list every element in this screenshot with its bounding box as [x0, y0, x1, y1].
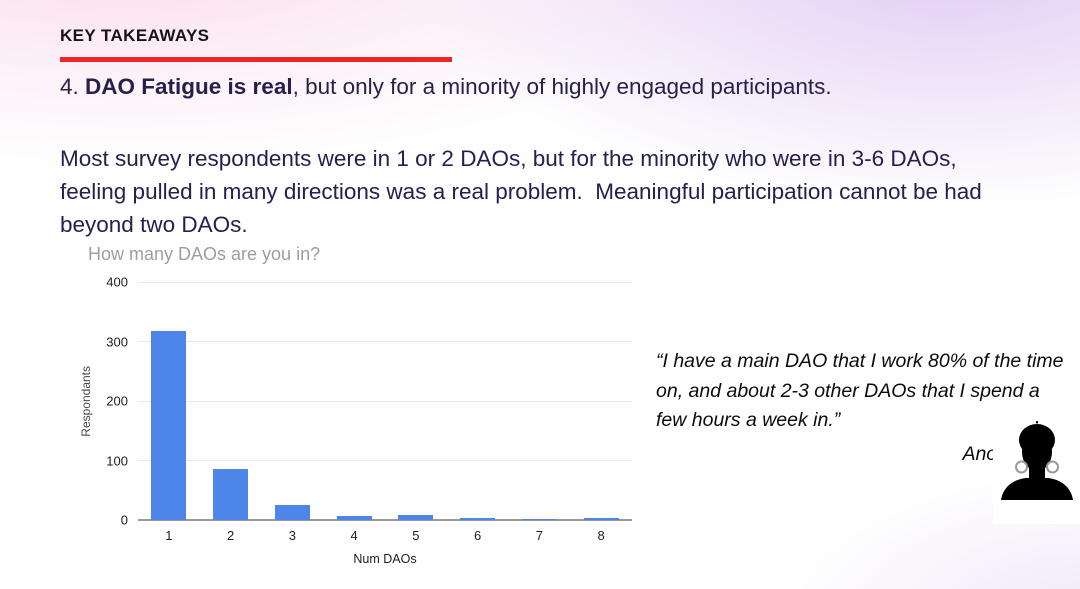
chart-title: How many DAOs are you in?	[88, 244, 321, 264]
chart-plot: 0 100 200 300 400 1 2 3 4 5 6 7 8	[106, 275, 632, 543]
kicker-title: KEY TAKEAWAYS	[60, 26, 210, 45]
quote-block: “I have a main DAO that I work 80% of th…	[656, 347, 1070, 469]
body-paragraph: Most survey respondents were in 1 or 2 D…	[60, 146, 989, 237]
quote-text: “I have a main DAO that I work 80% of th…	[656, 350, 1064, 431]
red-underline	[60, 57, 452, 62]
chart-bar	[521, 519, 557, 520]
y-tick-label: 300	[106, 334, 128, 349]
x-axis-label: Num DAOs	[353, 552, 417, 566]
x-tick-label: 2	[227, 528, 235, 543]
chart-gridline	[138, 400, 632, 402]
y-tick-label: 200	[106, 393, 128, 409]
chart-bar	[336, 515, 372, 520]
x-tick-label: 4	[350, 528, 358, 543]
chart-bar	[274, 505, 310, 520]
chart-gridline	[138, 341, 632, 342]
x-tick-label: 3	[288, 528, 296, 543]
takeaway-number: 4.	[60, 74, 86, 99]
chart-bar	[583, 518, 619, 520]
chart-bar	[398, 514, 434, 520]
chart-gridline	[138, 460, 632, 461]
chart-bar	[151, 330, 187, 520]
takeaway-heading-bold: DAO Fatigue is real	[85, 74, 293, 99]
chart-gridline	[138, 281, 632, 283]
x-tick-label: 1	[165, 528, 173, 543]
chart-bar	[213, 469, 249, 520]
anonymous-person-silhouette-icon	[993, 416, 1080, 524]
x-tick-label: 5	[412, 528, 420, 543]
takeaway-heading-rest: , but only for a minority of highly enga…	[292, 74, 832, 99]
takeaway-heading: 4. DAO Fatigue is real, but only for a m…	[60, 74, 1050, 100]
x-tick-label: 7	[535, 528, 543, 543]
x-axis-line	[138, 519, 632, 521]
x-tick-label: 8	[597, 528, 605, 543]
y-tick-label: 100	[106, 453, 128, 468]
y-tick-label: 400	[106, 274, 128, 290]
x-tick-label: 6	[474, 528, 482, 543]
chart-bar	[460, 518, 496, 520]
y-tick-label: 0	[120, 512, 128, 528]
